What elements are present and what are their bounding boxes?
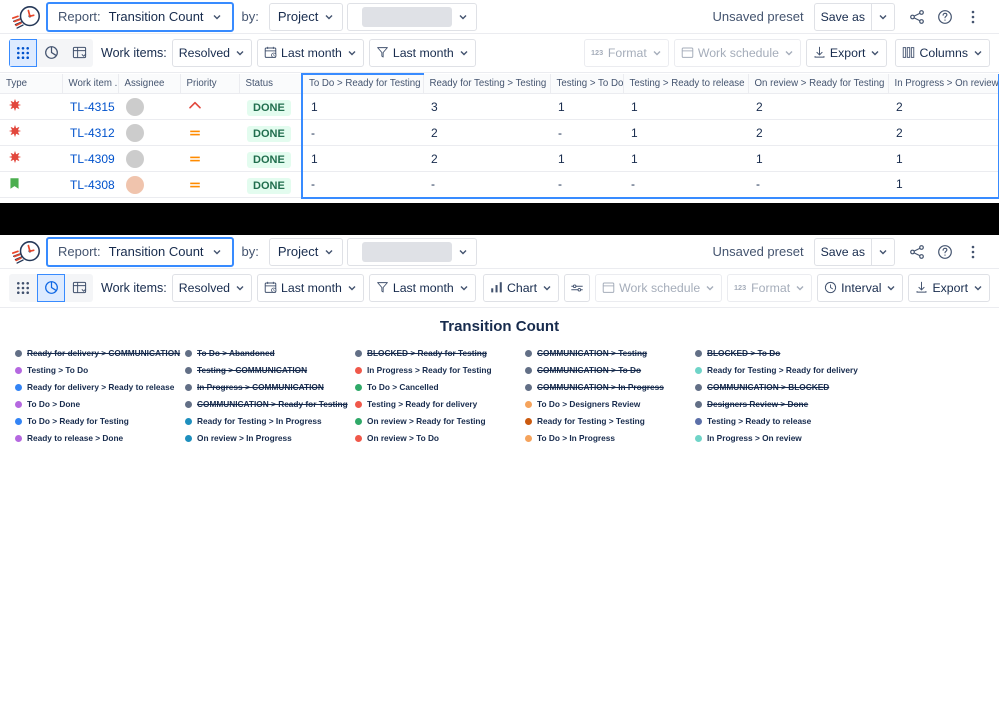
svg-text:123: 123 [591, 48, 603, 57]
svg-text:123: 123 [734, 283, 746, 292]
